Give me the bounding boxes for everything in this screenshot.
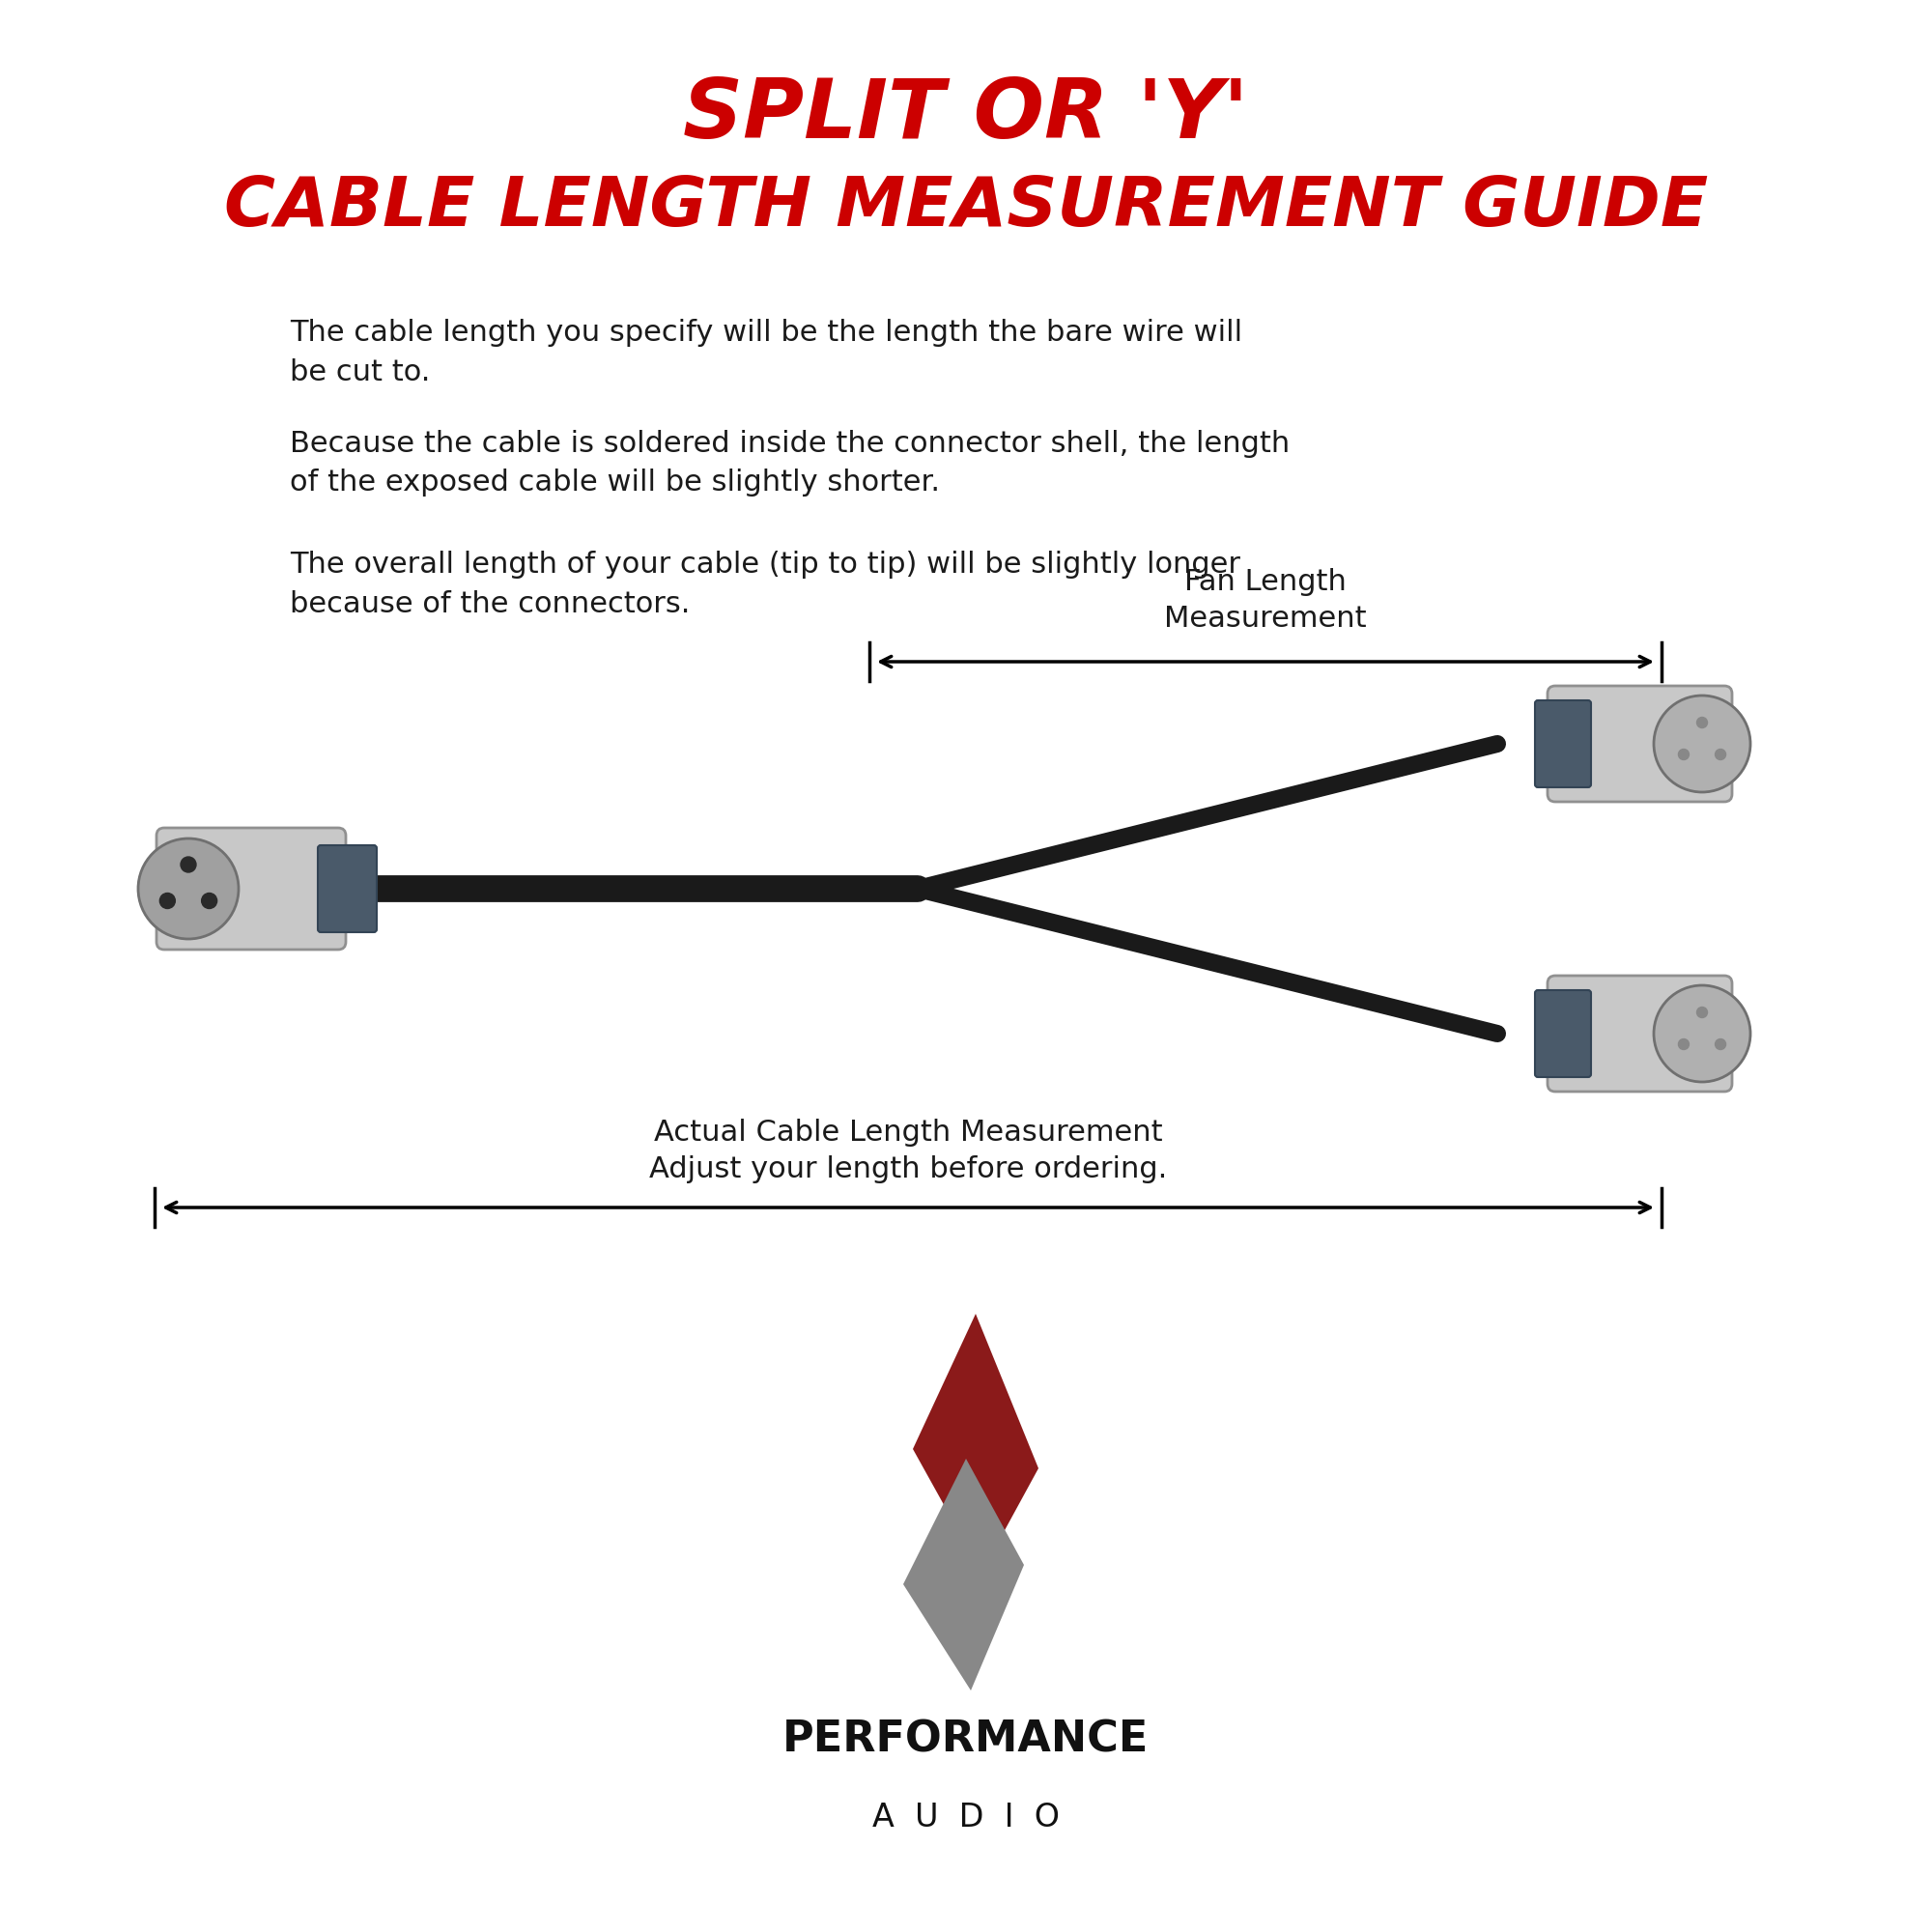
Text: CABLE LENGTH MEASUREMENT GUIDE: CABLE LENGTH MEASUREMENT GUIDE [224, 174, 1708, 242]
Circle shape [160, 893, 176, 908]
FancyBboxPatch shape [1534, 699, 1592, 786]
Circle shape [1696, 717, 1708, 728]
Circle shape [1716, 750, 1725, 759]
Circle shape [180, 858, 197, 873]
Circle shape [1716, 1039, 1725, 1049]
Text: Actual Cable Length Measurement
Adjust your length before ordering.: Actual Cable Length Measurement Adjust y… [649, 1119, 1167, 1182]
FancyBboxPatch shape [317, 844, 377, 931]
Circle shape [1654, 985, 1750, 1082]
Circle shape [1679, 750, 1689, 759]
Text: A  U  D  I  O: A U D I O [873, 1801, 1059, 1833]
Circle shape [1696, 1007, 1708, 1018]
Text: SPLIT OR 'Y': SPLIT OR 'Y' [684, 75, 1248, 156]
Text: The overall length of your cable (tip to tip) will be slightly longer
because of: The overall length of your cable (tip to… [290, 551, 1240, 618]
FancyBboxPatch shape [156, 827, 346, 949]
Polygon shape [912, 1314, 1039, 1575]
Text: Because the cable is soldered inside the connector shell, the length
of the expo: Because the cable is soldered inside the… [290, 431, 1291, 497]
Circle shape [201, 893, 216, 908]
FancyBboxPatch shape [1548, 976, 1733, 1092]
Circle shape [1679, 1039, 1689, 1049]
FancyBboxPatch shape [1548, 686, 1733, 802]
Text: PERFORMANCE: PERFORMANCE [782, 1719, 1150, 1762]
Text: The cable length you specify will be the length the bare wire will
be cut to.: The cable length you specify will be the… [290, 319, 1242, 386]
Polygon shape [904, 1459, 1024, 1690]
Text: Fan Length
Measurement: Fan Length Measurement [1165, 568, 1366, 634]
Circle shape [139, 838, 238, 939]
FancyBboxPatch shape [1534, 989, 1592, 1076]
Circle shape [1654, 696, 1750, 792]
